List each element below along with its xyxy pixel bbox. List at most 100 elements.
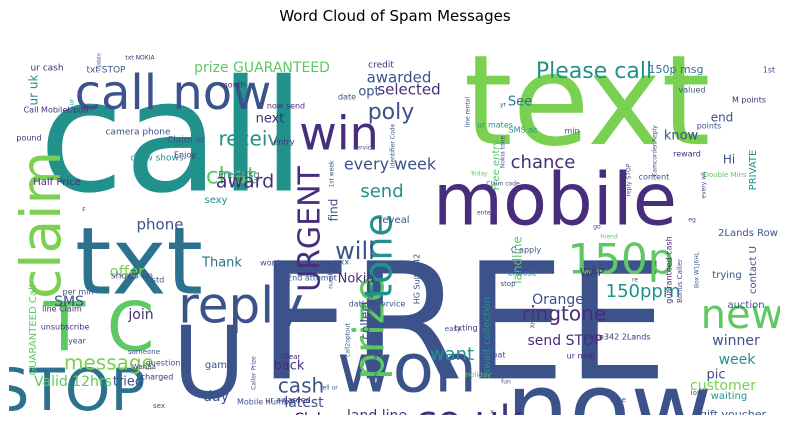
word-std: std bbox=[152, 276, 164, 285]
word-holiday: Holiday bbox=[465, 371, 491, 379]
word-ur-mates: ur mates bbox=[477, 121, 513, 130]
word-await-collection: await collection bbox=[482, 297, 493, 375]
word-winner: winner bbox=[712, 333, 760, 349]
word-ur-mob: ur mob bbox=[567, 352, 596, 361]
word-ur-cash: ur cash bbox=[30, 64, 63, 74]
word-150ppm: 150ppm bbox=[606, 281, 681, 302]
word-points: points bbox=[697, 122, 722, 131]
word-win: win bbox=[299, 107, 379, 161]
word-txting: txting bbox=[454, 324, 477, 333]
word-gift-voucher: gift voucher bbox=[700, 408, 767, 415]
word-stop: STOP bbox=[9, 356, 145, 415]
word-nokia-tone: Nokia tone bbox=[500, 135, 507, 168]
word-camera-phone: camera phone bbox=[105, 128, 170, 138]
word-send: send bbox=[360, 181, 403, 202]
word-new: new bbox=[701, 292, 780, 338]
word-waiting: waiting bbox=[711, 391, 747, 402]
word-150p-msg: 150p msg bbox=[649, 63, 704, 76]
word-want: want bbox=[430, 344, 474, 365]
word-land-line: land line bbox=[347, 408, 407, 415]
word-see: See bbox=[508, 95, 532, 110]
word-pic: pic bbox=[706, 368, 725, 383]
word-choose: Choose bbox=[507, 269, 537, 278]
word-friend: friend bbox=[600, 234, 618, 241]
word-text: text bbox=[464, 30, 711, 174]
chart-title: Word Cloud of Spam Messages bbox=[279, 7, 511, 25]
word-phone: phone bbox=[137, 216, 184, 234]
word-month: month bbox=[220, 81, 246, 90]
word-caller-prize: Caller Prize bbox=[251, 356, 258, 390]
word-ur-awarded: ur awarded bbox=[265, 396, 310, 405]
word-shows-un: shows un bbox=[111, 272, 153, 282]
word-urgent: URGENT bbox=[293, 165, 328, 291]
word-call2optout: call2optout bbox=[345, 322, 352, 356]
word-club: Club bbox=[294, 411, 326, 415]
word-fun: fun bbox=[501, 379, 511, 386]
word-hg-suite342: HG Suite342 bbox=[413, 254, 422, 304]
word-go: go bbox=[593, 224, 601, 231]
word-entry: entry bbox=[273, 138, 294, 147]
word-contact-u: contact U bbox=[748, 246, 759, 294]
word-please-call: Please call bbox=[536, 59, 652, 84]
word-number: number bbox=[328, 265, 335, 289]
word-valid-12hrs: Valid 12hrs bbox=[34, 374, 112, 390]
word-line-rental: line rental bbox=[465, 97, 472, 128]
word-every-wk: every wk bbox=[701, 171, 708, 199]
word-dear: Dear bbox=[284, 353, 301, 361]
word-1st-week: 1st week bbox=[329, 160, 336, 187]
word-receive: receive bbox=[218, 127, 291, 151]
word-sexy: sexy bbox=[204, 195, 227, 206]
word-week: week bbox=[719, 352, 757, 368]
word-word: word bbox=[260, 259, 280, 268]
word-txt-nokia: txt NOKIA bbox=[125, 55, 155, 62]
word-next: next bbox=[256, 112, 285, 127]
word-landline: landline bbox=[511, 236, 525, 284]
word-sex: sex bbox=[153, 402, 165, 410]
word-charged: charged bbox=[141, 373, 174, 382]
word-tone: tone bbox=[357, 213, 401, 299]
word-wap: WAP bbox=[580, 266, 605, 279]
word-freemsg: FreeMsg bbox=[218, 170, 259, 181]
word-day: day bbox=[203, 389, 229, 405]
word-time: time bbox=[610, 396, 626, 404]
word-auction: auction bbox=[727, 300, 764, 311]
word-content: content bbox=[639, 173, 670, 182]
word-enter: enter bbox=[477, 210, 494, 217]
word-enjoy: Enjoy bbox=[174, 151, 196, 160]
word-call-now: call now bbox=[75, 65, 272, 121]
word-award: award bbox=[216, 171, 274, 193]
word-someone: someone bbox=[128, 348, 160, 356]
word-half-price: Half Price bbox=[33, 177, 81, 188]
word-claim-code: Claim code bbox=[486, 181, 520, 188]
word-txt-stop: txt STOP bbox=[87, 66, 127, 76]
word-reply-stop: reply STOP bbox=[626, 163, 633, 196]
word-draw-shows: draw shows bbox=[130, 154, 183, 164]
word-message: message bbox=[64, 351, 154, 375]
word-eg: eg bbox=[688, 217, 696, 224]
word-txt: txt bbox=[75, 207, 203, 315]
word-great: great bbox=[484, 351, 505, 360]
word-dating-service: dating service bbox=[349, 300, 406, 309]
word-credit: credit bbox=[368, 61, 394, 71]
word-c-apply: C apply bbox=[511, 246, 541, 255]
word-today: Today bbox=[469, 171, 488, 178]
word-send-stop: send STOP bbox=[527, 333, 602, 349]
word-camcorder-reply: Camcorder Reply bbox=[652, 125, 659, 177]
word-mobile: mobile bbox=[433, 158, 677, 242]
word-sms-ac: SMS ac bbox=[509, 126, 538, 135]
word-offer: offer bbox=[110, 263, 146, 281]
word-free-entry: Free entry bbox=[491, 140, 502, 191]
word-chat: chat bbox=[206, 164, 256, 190]
word-now: now bbox=[506, 350, 712, 415]
word-xxx: xxx bbox=[335, 258, 349, 267]
word-claim-ur: Claim ur bbox=[167, 136, 205, 146]
word-prize: prize bbox=[345, 276, 394, 379]
word-trying: trying bbox=[712, 270, 741, 281]
word-t-c: T C bbox=[43, 289, 155, 368]
word-yr: yr bbox=[500, 102, 507, 109]
word-f: F bbox=[82, 207, 86, 214]
word-reply: reply bbox=[178, 277, 303, 335]
word-year: year bbox=[68, 337, 87, 346]
